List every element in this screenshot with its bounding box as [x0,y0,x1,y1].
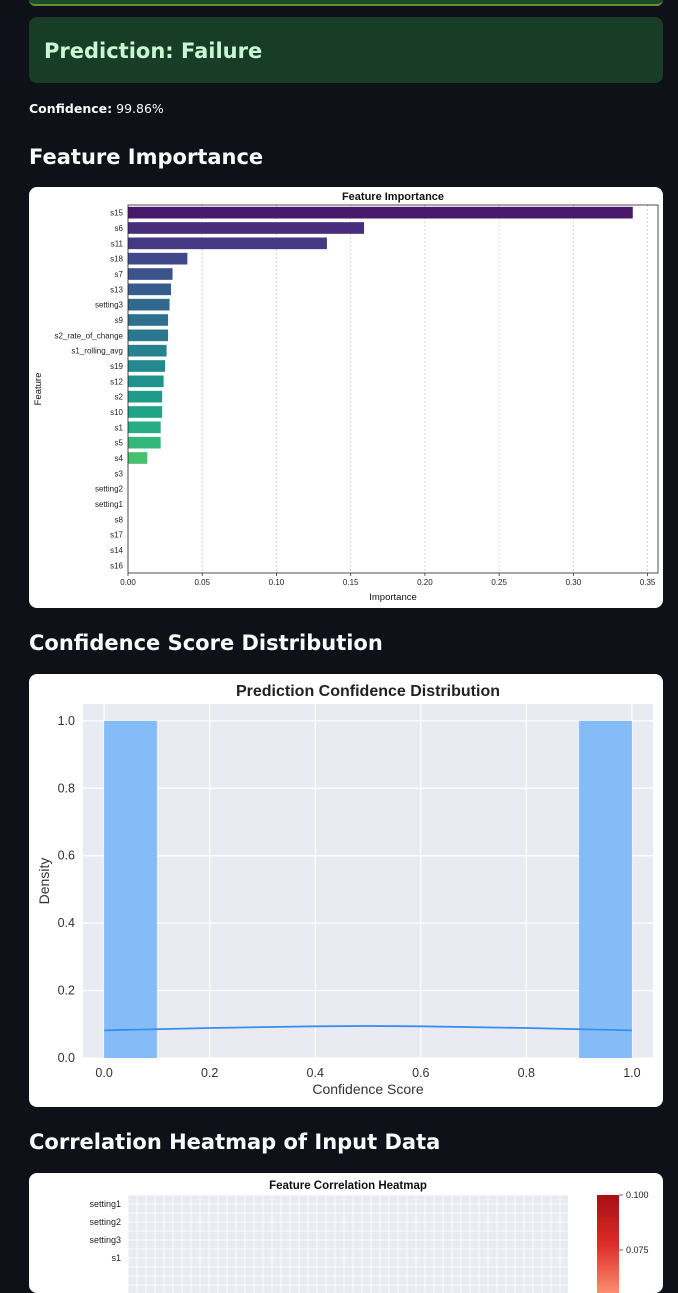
bar [128,252,188,265]
bar [128,268,173,280]
y-tick-label: setting3 [95,301,124,310]
x-tick-label: 0.30 [566,578,582,587]
y-tick-label: s7 [115,270,124,279]
bar [128,237,327,250]
bar [128,298,170,311]
plot-background [83,704,653,1058]
plot-frame [127,204,659,574]
confidence-line: Confidence: 99.86% [29,101,164,116]
row-label: setting2 [89,1217,121,1227]
y-tick-label: s9 [115,316,124,325]
bar [128,314,169,326]
row-label: setting3 [89,1235,121,1245]
confidence-label: Confidence: [29,101,113,116]
bar [128,329,169,342]
y-axis-label: Density [36,858,52,905]
confidence-value: 99.86% [116,101,164,116]
y-tick-label: s17 [110,531,123,540]
y-tick-label: s8 [115,515,124,524]
bar [128,283,172,296]
colorbar-tick-label: 0.100 [626,1190,649,1200]
x-tick-label: 0.05 [194,578,210,587]
y-tick-label: s10 [110,408,123,417]
bar [128,375,164,388]
y-tick-label: s19 [110,362,123,371]
y-tick-label: s14 [110,546,123,555]
bar [128,390,163,403]
bar [128,360,166,372]
row-label: s1 [111,1253,121,1263]
y-tick-label: s3 [115,469,124,478]
bar [128,222,365,234]
row-label: setting1 [89,1199,121,1209]
feature-importance-chart-card: 0.00 0.05 0.10 0.15 0.20 0.25 0.30 0.35 s15 s6 s11… [29,187,663,608]
y-tick-label: s1_rolling_avg [71,347,123,356]
y-tick-label: 0.6 [58,849,75,863]
y-tick-label: s6 [115,224,124,233]
x-tick-label: 0.0 [95,1066,112,1080]
colorbar [597,1195,619,1293]
bar [128,206,633,219]
y-tick-label: s15 [110,209,123,218]
x-tick-label: 0.6 [412,1066,429,1080]
y-tick-label: s5 [115,439,124,448]
correlation-heatmap-chart: setting1 setting2 setting3 s1 Feature Correl… [89,1180,649,1293]
y-tick-label: 0.2 [58,984,75,998]
histogram-bar [104,720,157,1058]
y-tick-label: s2 [115,393,124,402]
y-tick-label: s1 [115,423,124,432]
chart-title: Prediction Confidence Distribution [236,683,500,700]
y-tick-label: setting2 [95,485,124,494]
confidence-distribution-chart: 0.0 0.2 0.4 0.6 0.8 1.0 0.0 0.2 0.4 0.6 0.8 1.0 Pred… [36,683,653,1097]
x-tick-label: 0.15 [343,578,359,587]
x-tick-label: 0.25 [491,578,507,587]
x-tick-label: 0.20 [417,578,433,587]
x-tick-label: 0.35 [640,578,656,587]
y-tick-label: s12 [110,377,123,386]
y-tick-label: s13 [110,285,123,294]
heatmap-background [128,1195,568,1293]
y-tick-label: s18 [110,255,123,264]
feature-importance-heading: Feature Importance [29,145,264,169]
x-axis-label: Importance [369,592,417,603]
x-tick-label: 0.10 [269,578,285,587]
y-tick-label: setting1 [95,500,124,509]
y-tick-label: 0.8 [58,781,75,795]
bar [128,421,161,434]
bar [128,406,163,418]
y-tick-label: 0.4 [58,916,75,930]
confidence-distribution-heading: Confidence Score Distribution [29,631,383,655]
prediction-alert: Prediction: Failure [29,17,663,83]
y-axis-label: Feature [33,373,44,406]
prediction-text: Prediction: Failure [44,39,263,63]
y-tick-label: s11 [111,239,124,248]
histogram-bar [579,720,632,1058]
bar [128,344,167,357]
y-tick-label: s16 [110,561,123,570]
bar [128,436,161,449]
bar [128,452,148,464]
correlation-heatmap-chart-card: setting1 setting2 setting3 s1 Feature Correl… [29,1173,663,1293]
chart-title: Feature Importance [342,191,444,203]
chart-title: Feature Correlation Heatmap [269,1180,427,1192]
colorbar-tick-label: 0.075 [626,1245,649,1255]
x-axis-label: Confidence Score [312,1081,424,1097]
x-tick-label: 0.4 [307,1066,324,1080]
x-tick-label: 0.2 [201,1066,218,1080]
kde-line [104,1025,632,1032]
y-tick-label: 0.0 [58,1051,75,1065]
previous-element-border [29,0,663,6]
confidence-distribution-chart-card: 0.0 0.2 0.4 0.6 0.8 1.0 0.0 0.2 0.4 0.6 0.8 1.0 Pred… [29,674,663,1107]
x-tick-label: 1.0 [623,1066,640,1080]
x-tick-label: 0.00 [120,578,136,587]
correlation-heatmap-heading: Correlation Heatmap of Input Data [29,1130,441,1154]
y-tick-label: s4 [115,454,124,463]
y-tick-label: s2_rate_of_change [55,331,124,340]
x-tick-label: 0.8 [518,1066,535,1080]
y-tick-label: 1.0 [58,714,75,728]
feature-importance-chart: 0.00 0.05 0.10 0.15 0.20 0.25 0.30 0.35 s15 s6 s11… [33,191,659,603]
